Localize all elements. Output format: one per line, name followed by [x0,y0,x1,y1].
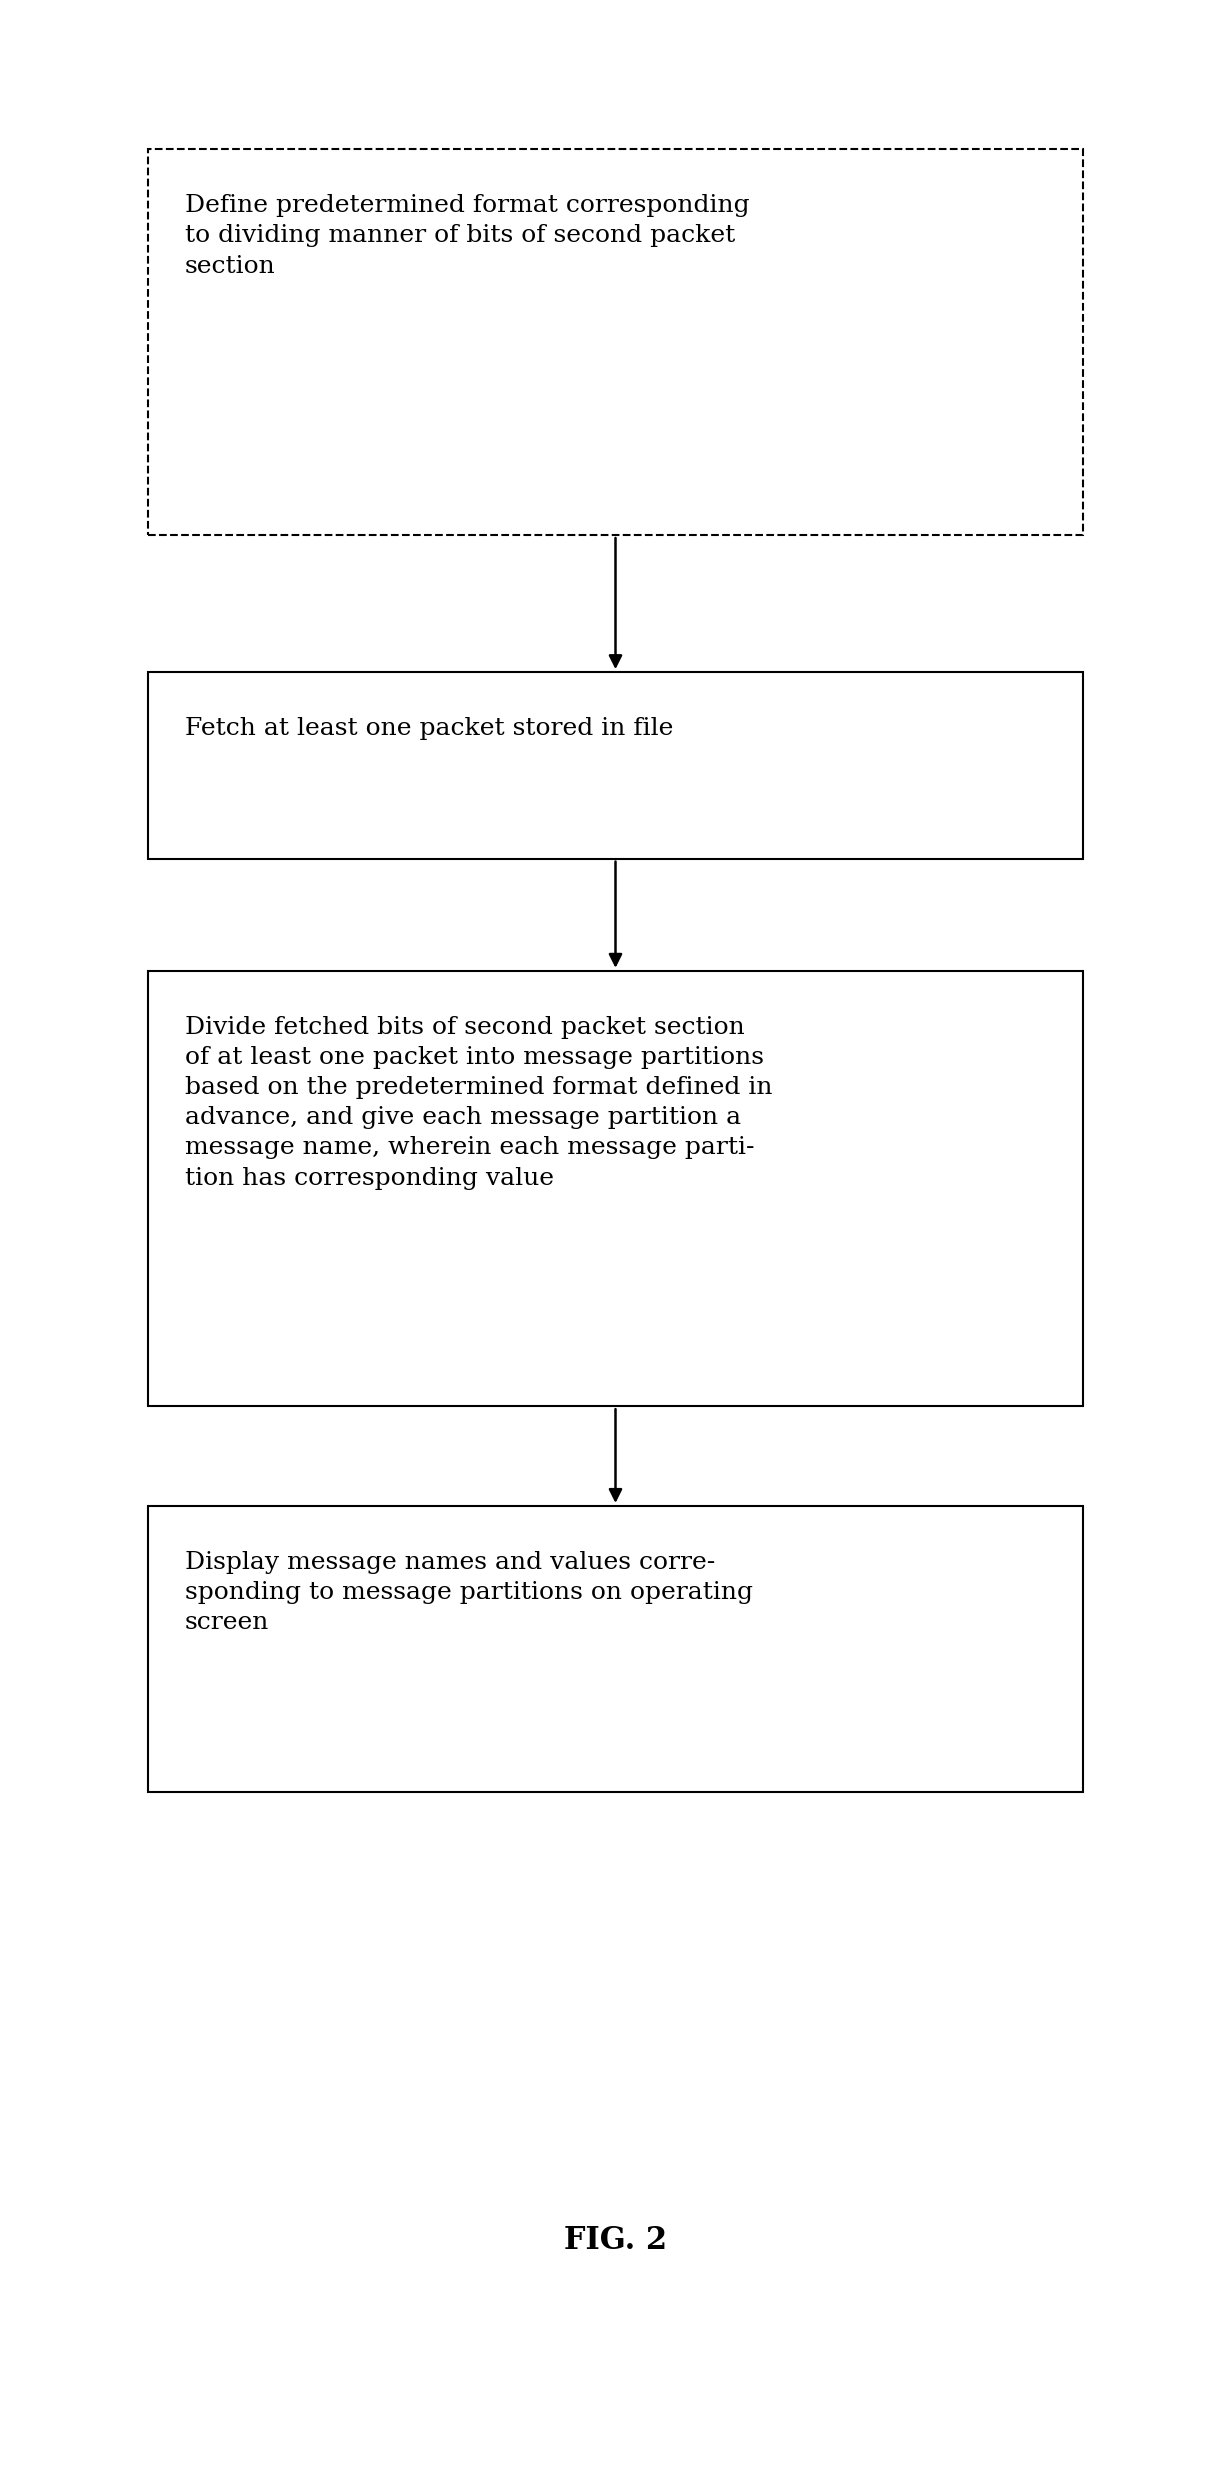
Text: Divide fetched bits of second packet section
of at least one packet into message: Divide fetched bits of second packet sec… [185,1016,772,1190]
FancyBboxPatch shape [148,149,1083,535]
Text: Define predetermined format corresponding
to dividing manner of bits of second p: Define predetermined format correspondin… [185,194,750,279]
FancyBboxPatch shape [148,971,1083,1406]
FancyBboxPatch shape [148,1506,1083,1792]
Text: Display message names and values corre-
sponding to message partitions on operat: Display message names and values corre- … [185,1551,752,1635]
FancyBboxPatch shape [148,672,1083,859]
Text: FIG. 2: FIG. 2 [564,2225,667,2255]
Text: Fetch at least one packet stored in file: Fetch at least one packet stored in file [185,717,673,739]
